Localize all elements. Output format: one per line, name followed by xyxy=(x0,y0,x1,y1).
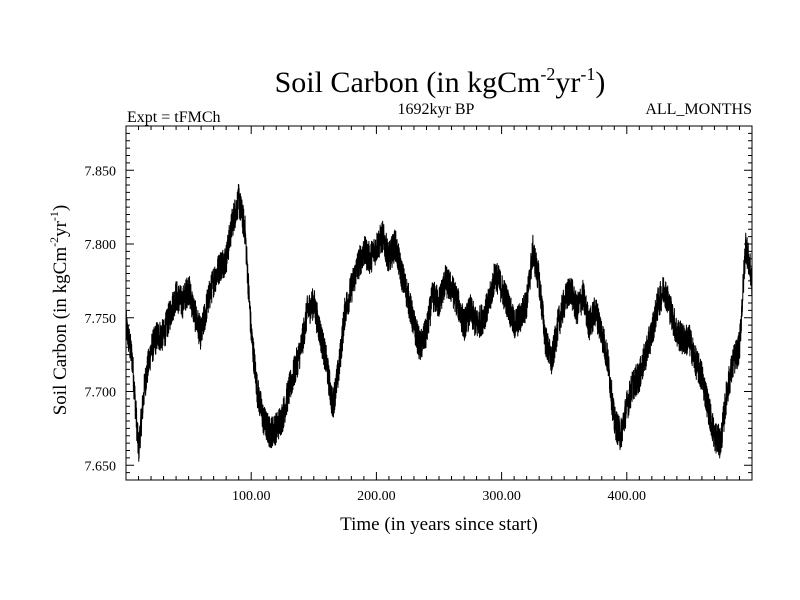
y-tick-label: 7.700 xyxy=(85,386,117,401)
header-months: ALL_MONTHS xyxy=(645,101,752,118)
header-experiment: Expt = tFMCh xyxy=(127,109,220,126)
tick-labels: 100.00 200.00 300.00 400.00 7.650 7.700 7.750 7… xyxy=(85,164,647,504)
y-label-mid: yr xyxy=(50,220,71,237)
series-line-0 xyxy=(125,183,753,462)
y-tick-label: 7.750 xyxy=(85,312,117,327)
x-tick-label: 100.00 xyxy=(232,489,271,504)
y-label-main: Soil Carbon (in kgCm xyxy=(50,247,71,416)
y-tick-label: 7.850 xyxy=(85,164,117,179)
y-axis-label: Soil Carbon (in kgCm-2yr-1) xyxy=(47,205,71,416)
header-period: 1692kyr BP xyxy=(398,101,475,118)
title-mid: yr xyxy=(555,66,580,99)
y-label-sup2: -1 xyxy=(47,211,61,221)
title-end: ) xyxy=(595,66,605,99)
x-axis-label: Time (in years since start) xyxy=(340,514,538,535)
title-main: Soil Carbon (in kgCm xyxy=(275,66,541,99)
y-label-sup1: -2 xyxy=(47,237,61,247)
y-tick-label: 7.800 xyxy=(85,238,117,253)
x-tick-label: 200.00 xyxy=(357,489,396,504)
title-sup2: -1 xyxy=(580,64,595,84)
y-label-end: ) xyxy=(50,205,71,211)
x-tick-label: 400.00 xyxy=(608,489,647,504)
y-tick-label: 7.650 xyxy=(85,459,117,474)
x-tick-label: 300.00 xyxy=(482,489,521,504)
series-group xyxy=(125,183,753,462)
title-sup1: -2 xyxy=(540,64,555,84)
chart-title: Soil Carbon (in kgCm-2yr-1) xyxy=(275,64,606,99)
